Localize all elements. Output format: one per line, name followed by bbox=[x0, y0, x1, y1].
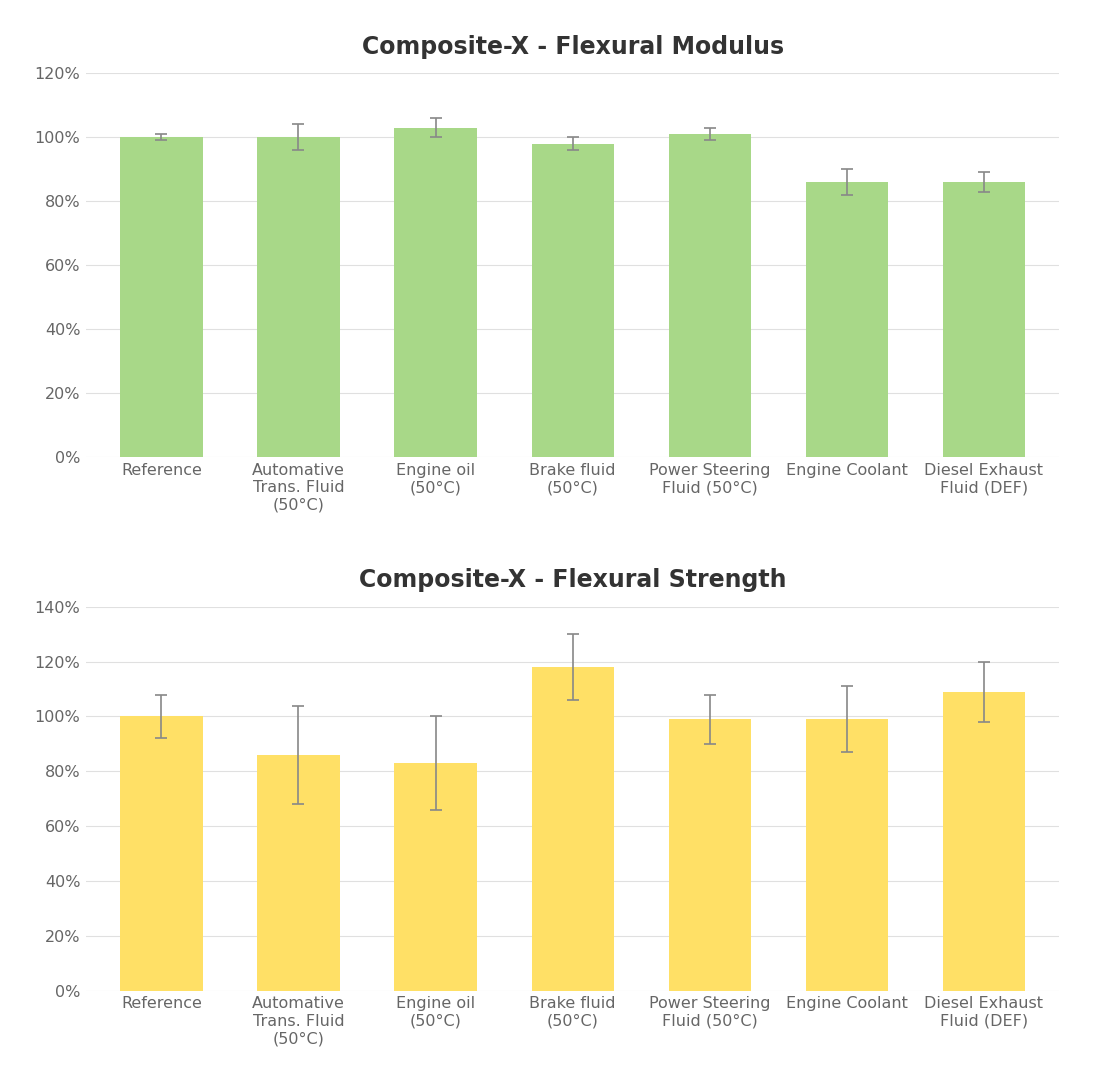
Bar bbox=[120, 137, 202, 457]
Title: Composite-X - Flexural Modulus: Composite-X - Flexural Modulus bbox=[362, 35, 783, 58]
Bar bbox=[395, 763, 477, 991]
Bar bbox=[943, 692, 1025, 991]
Bar bbox=[805, 719, 888, 991]
Bar bbox=[532, 144, 614, 457]
Bar bbox=[943, 182, 1025, 457]
Bar bbox=[668, 719, 750, 991]
Bar bbox=[120, 717, 202, 991]
Bar bbox=[395, 128, 477, 457]
Bar bbox=[668, 134, 750, 457]
Title: Composite-X - Flexural Strength: Composite-X - Flexural Strength bbox=[359, 569, 787, 592]
Bar bbox=[257, 755, 339, 991]
Bar bbox=[805, 182, 888, 457]
Bar bbox=[257, 137, 339, 457]
Bar bbox=[532, 667, 614, 991]
